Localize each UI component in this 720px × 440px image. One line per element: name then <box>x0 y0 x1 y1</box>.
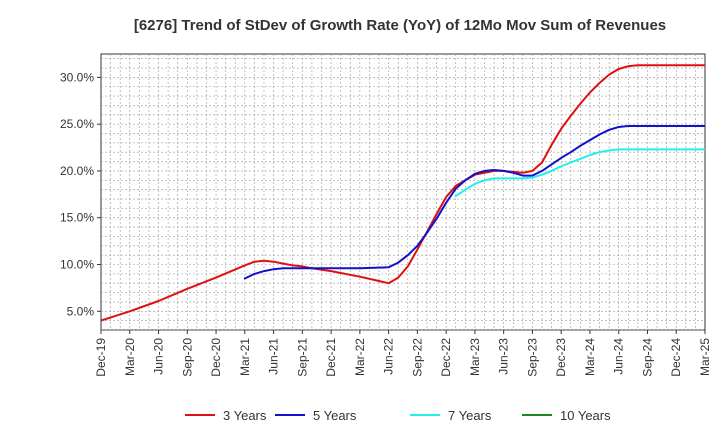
x-tick-label: Jun-21 <box>267 338 281 375</box>
legend: 3 Years 5 Years 7 Years 10 Years <box>185 408 611 423</box>
x-tick-label: Sep-22 <box>410 338 424 377</box>
x-tick-label: Mar-20 <box>123 338 137 376</box>
x-tick-label: Mar-22 <box>353 338 367 376</box>
x-tick-label: Mar-21 <box>238 338 252 376</box>
y-axis: 5.0% 10.0% 15.0% 20.0% 25.0% 30.0% <box>60 70 101 318</box>
series-line-5-years <box>243 125 705 280</box>
x-tick-label: Jun-23 <box>497 338 511 375</box>
series-lines <box>101 64 705 322</box>
x-tick-label: Mar-24 <box>583 338 597 376</box>
legend-label: 7 Years <box>448 408 492 423</box>
x-tick-label: Dec-20 <box>209 338 223 377</box>
x-tick-label: Dec-24 <box>669 338 683 377</box>
plot-area <box>100 53 706 331</box>
series-line-7-years <box>454 148 705 198</box>
x-tick-label: Mar-23 <box>468 338 482 376</box>
y-tick-label: 10.0% <box>60 258 94 272</box>
x-tick-label: Sep-21 <box>295 338 309 377</box>
legend-label: 10 Years <box>560 408 611 423</box>
grid <box>101 54 705 331</box>
y-tick-label: 30.0% <box>60 70 94 84</box>
x-tick-label: Mar-25 <box>698 338 712 376</box>
x-tick-label: Dec-19 <box>94 338 108 377</box>
x-tick-label: Sep-24 <box>640 338 654 377</box>
chart-title: [6276] Trend of StDev of Growth Rate (Yo… <box>134 17 666 34</box>
y-tick-label: 5.0% <box>67 304 95 318</box>
x-tick-label: Jun-22 <box>382 338 396 375</box>
y-tick-label: 15.0% <box>60 211 94 225</box>
y-tick-label: 25.0% <box>60 117 94 131</box>
y-tick-label: 20.0% <box>60 164 94 178</box>
x-tick-label: Sep-20 <box>180 338 194 377</box>
x-tick-label: Dec-22 <box>439 338 453 377</box>
x-tick-label: Jun-20 <box>152 338 166 375</box>
x-axis: Dec-19 Mar-20 Jun-20 Sep-20 Dec-20 Mar-21 Jun-… <box>94 330 712 377</box>
x-tick-label: Sep-23 <box>525 338 539 377</box>
legend-label: 5 Years <box>313 408 357 423</box>
x-tick-label: Dec-23 <box>554 338 568 377</box>
series-line-3-years <box>101 64 705 322</box>
legend-label: 3 Years <box>223 408 267 423</box>
x-tick-label: Jun-24 <box>612 338 626 375</box>
x-tick-label: Dec-21 <box>324 338 338 377</box>
